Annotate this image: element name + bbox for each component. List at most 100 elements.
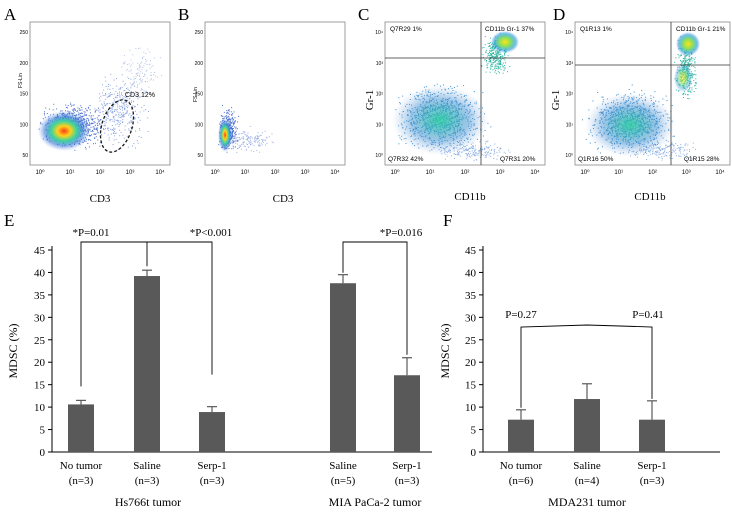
- event-dot: [488, 146, 490, 148]
- event-dot: [673, 135, 675, 137]
- event-dot: [107, 118, 109, 120]
- event-dot: [494, 148, 496, 150]
- event-dot: [226, 117, 228, 119]
- event-dot: [131, 108, 132, 110]
- event-dot: [258, 145, 260, 147]
- event-dot: [224, 116, 226, 118]
- event-dot: [694, 82, 696, 83]
- event-dot: [128, 114, 130, 116]
- event-dot: [122, 109, 124, 111]
- event-dot: [72, 109, 74, 111]
- event-dot: [234, 146, 236, 148]
- event-dot: [476, 153, 478, 155]
- event-dot: [118, 100, 119, 101]
- event-dot: [100, 134, 102, 136]
- event-dot: [223, 117, 225, 119]
- event-dot: [683, 93, 685, 95]
- event-dot: [133, 81, 135, 83]
- event-dot: [675, 152, 677, 154]
- event-dot: [147, 81, 148, 83]
- event-dot: [657, 150, 659, 152]
- event-dot: [109, 118, 111, 120]
- event-dot: [680, 146, 682, 148]
- x-tick-label: 10²: [461, 170, 470, 176]
- event-dot: [100, 142, 101, 144]
- event-dot: [108, 93, 110, 95]
- y-tick-label: 0: [40, 447, 46, 459]
- event-dot: [130, 115, 132, 117]
- event-dot: [231, 114, 233, 116]
- event-dot: [678, 55, 680, 57]
- event-dot: [481, 154, 483, 155]
- event-dot: [691, 57, 692, 59]
- event-dot: [692, 57, 694, 59]
- event-dot: [120, 108, 122, 110]
- event-dot: [488, 46, 490, 48]
- event-dot: [123, 137, 125, 139]
- event-dot: [95, 109, 97, 111]
- event-dot: [127, 99, 129, 101]
- event-dot: [87, 106, 89, 108]
- event-dot: [237, 143, 238, 145]
- event-dot: [649, 154, 651, 156]
- event-dot: [471, 150, 473, 152]
- event-dot: [121, 74, 123, 76]
- event-dot: [248, 137, 250, 138]
- event-dot: [108, 127, 110, 129]
- event-dot: [683, 63, 685, 65]
- panel-letter: B: [178, 5, 189, 24]
- event-dot: [234, 131, 236, 133]
- event-dot: [123, 90, 125, 92]
- event-dot: [671, 157, 673, 159]
- category-n-label: (n=3): [640, 475, 665, 487]
- event-dot: [126, 88, 127, 90]
- event-dot: [99, 109, 101, 111]
- event-dot: [234, 121, 236, 123]
- x-tick-label: 10³: [126, 170, 135, 176]
- quadrant-upper-left: Q7R29 1%: [390, 26, 422, 33]
- event-dot: [142, 79, 144, 81]
- x-ticks: 10⁰ 10¹ 10² 10³ 10⁴: [580, 169, 725, 176]
- event-dot: [679, 147, 680, 149]
- event-dot: [490, 54, 491, 56]
- event-dot: [126, 64, 128, 65]
- event-dot: [230, 120, 232, 122]
- event-dot: [97, 119, 99, 121]
- event-dot: [235, 126, 237, 128]
- x-tick-label: 10¹: [614, 170, 623, 176]
- y-tick-label: 250: [195, 30, 204, 36]
- event-dot: [665, 155, 667, 156]
- event-dot: [120, 132, 122, 134]
- density-hotspot: [38, 111, 90, 151]
- event-dot: [495, 53, 497, 55]
- event-dot: [88, 120, 90, 122]
- event-dot: [232, 138, 234, 140]
- event-dot: [130, 86, 132, 88]
- event-dot: [117, 119, 119, 121]
- event-dot: [145, 90, 147, 92]
- event-dot: [597, 147, 599, 149]
- category-label: Saline: [329, 460, 357, 472]
- event-dot: [685, 60, 687, 62]
- event-dot: [113, 93, 115, 95]
- event-dot: [89, 122, 90, 124]
- event-dot: [140, 136, 142, 138]
- event-dot: [108, 130, 110, 132]
- event-dot: [92, 115, 94, 117]
- event-dot: [89, 123, 91, 125]
- event-dot: [680, 54, 682, 56]
- event-dot: [257, 137, 258, 139]
- event-dot: [234, 120, 236, 122]
- event-dot: [236, 140, 238, 142]
- event-dot: [123, 114, 125, 116]
- event-dot: [494, 152, 496, 154]
- significance-label: *P=0.01: [72, 227, 109, 239]
- event-dot: [239, 147, 240, 148]
- event-dot: [74, 109, 76, 111]
- event-dot: [666, 100, 668, 102]
- event-dot: [235, 137, 237, 139]
- event-dot: [467, 154, 468, 156]
- event-dot: [112, 102, 114, 104]
- event-dot: [143, 92, 145, 94]
